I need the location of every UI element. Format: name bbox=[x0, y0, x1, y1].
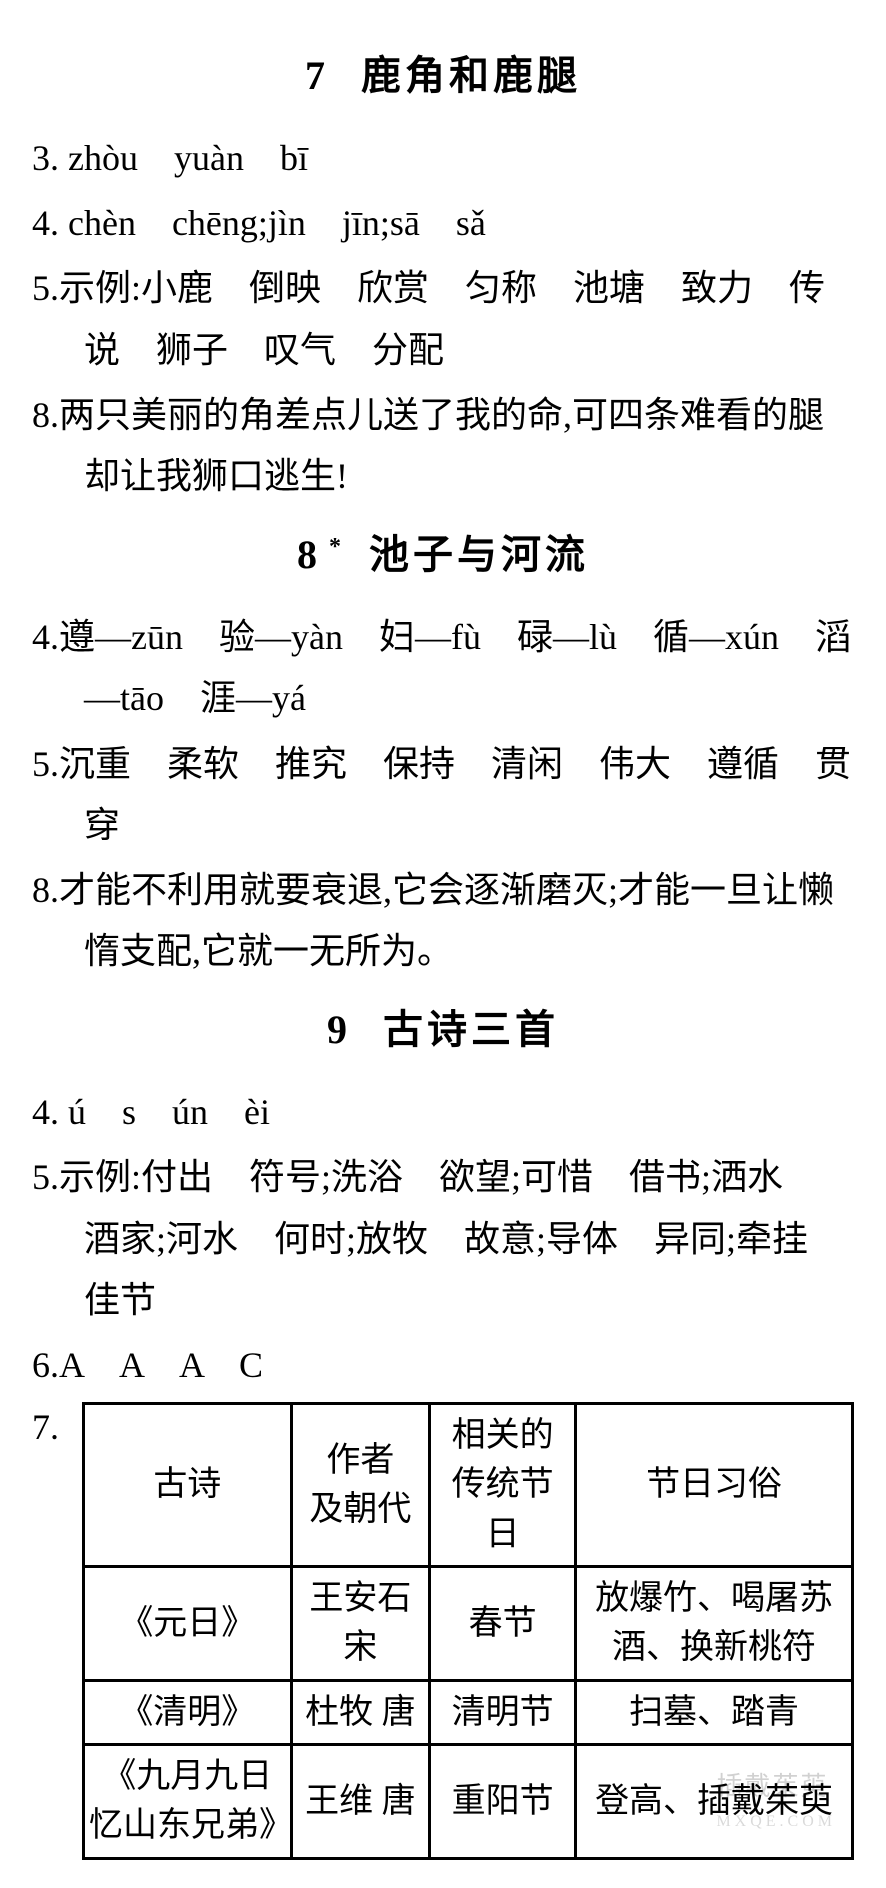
item-7-3: 3. zhòu yuàn bī bbox=[32, 128, 854, 189]
table-row: 《九月九日忆山东兄弟》 王维 唐 重阳节 登高、插戴茱萸 bbox=[84, 1744, 853, 1858]
cell-festival: 重阳节 bbox=[430, 1744, 576, 1858]
item-number: 3. bbox=[32, 138, 59, 178]
item-9-7: 7. 古诗 作者及朝代 相关的传统节日 节日习俗 《元日》 王安石宋 春节 放爆… bbox=[32, 1402, 854, 1859]
item-text: 示例:付出 符号;洗浴 欲望;可惜 借书;洒水 酒家;河水 何时;放牧 故意;导… bbox=[59, 1157, 844, 1319]
section-7-title: 7 鹿角和鹿腿 bbox=[32, 42, 854, 110]
item-8-5: 5.沉重 柔软 推究 保持 清闲 伟大 遵循 贯穿 bbox=[32, 734, 854, 856]
item-9-6: 6.A A A C bbox=[32, 1335, 854, 1396]
col-festival: 相关的传统节日 bbox=[430, 1404, 576, 1567]
cell-author: 杜牧 唐 bbox=[291, 1680, 429, 1744]
item-number: 5. bbox=[32, 1157, 59, 1197]
item-number: 4. bbox=[32, 203, 59, 243]
section-8-title: 8 * 池子与河流 bbox=[32, 521, 854, 589]
section-title-text: 古诗三首 bbox=[383, 1007, 559, 1052]
poem-table: 古诗 作者及朝代 相关的传统节日 节日习俗 《元日》 王安石宋 春节 放爆竹、喝… bbox=[82, 1402, 854, 1859]
item-number: 4. bbox=[32, 617, 59, 657]
section-9-title: 9 古诗三首 bbox=[32, 996, 854, 1064]
cell-custom: 登高、插戴茱萸 bbox=[576, 1744, 853, 1858]
cell-custom: 放爆竹、喝屠苏酒、换新桃符 bbox=[576, 1567, 853, 1681]
item-8-4: 4.遵—zūn 验—yàn 妇—fù 碌—lù 循—xún 滔—tāo 涯—yá bbox=[32, 607, 854, 729]
col-poem: 古诗 bbox=[84, 1404, 292, 1567]
item-text: 遵—zūn 验—yàn 妇—fù 碌—lù 循—xún 滔—tāo 涯—yá bbox=[59, 617, 851, 718]
table-row: 《清明》 杜牧 唐 清明节 扫墓、踏青 bbox=[84, 1680, 853, 1744]
item-7-8: 8.两只美丽的角差点儿送了我的命,可四条难看的腿却让我狮口逃生! bbox=[32, 385, 854, 507]
item-text: 才能不利用就要衰退,它会逐渐磨灭;才能一旦让懒惰支配,它就一无所为。 bbox=[59, 870, 834, 971]
table-row: 《元日》 王安石宋 春节 放爆竹、喝屠苏酒、换新桃符 bbox=[84, 1567, 853, 1681]
item-text: 沉重 柔软 推究 保持 清闲 伟大 遵循 贯穿 bbox=[59, 744, 851, 845]
cell-festival: 春节 bbox=[430, 1567, 576, 1681]
col-author: 作者及朝代 bbox=[291, 1404, 429, 1567]
item-number: 5. bbox=[32, 744, 59, 784]
page: 7 鹿角和鹿腿 3. zhòu yuàn bī 4. chèn chēng;jì… bbox=[32, 42, 854, 1860]
item-text: 示例:小鹿 倒映 欣赏 匀称 池塘 致力 传说 狮子 叹气 分配 bbox=[59, 268, 825, 369]
section-title-text: 鹿角和鹿腿 bbox=[361, 53, 581, 98]
item-number: 7. bbox=[32, 1402, 82, 1449]
cell-poem: 《九月九日忆山东兄弟》 bbox=[84, 1744, 292, 1858]
item-9-4: 4. ú s ún èi bbox=[32, 1082, 854, 1143]
cell-author: 王维 唐 bbox=[291, 1744, 429, 1858]
cell-festival: 清明节 bbox=[430, 1680, 576, 1744]
item-text: 两只美丽的角差点儿送了我的命,可四条难看的腿却让我狮口逃生! bbox=[59, 395, 824, 496]
section-number: 8 bbox=[297, 532, 321, 577]
item-7-4: 4. chèn chēng;jìn jīn;sā sǎ bbox=[32, 193, 854, 254]
item-7-5: 5.示例:小鹿 倒映 欣赏 匀称 池塘 致力 传说 狮子 叹气 分配 bbox=[32, 258, 854, 380]
item-text: chèn chēng;jìn jīn;sā sǎ bbox=[68, 203, 486, 243]
section-number: 7 bbox=[305, 53, 329, 98]
cell-author: 王安石宋 bbox=[291, 1567, 429, 1681]
section-number: 9 bbox=[327, 1007, 351, 1052]
item-number: 4. bbox=[32, 1092, 59, 1132]
item-number: 5. bbox=[32, 268, 59, 308]
section-superscript: * bbox=[329, 534, 345, 560]
item-number: 8. bbox=[32, 395, 59, 435]
item-number: 8. bbox=[32, 870, 59, 910]
item-number: 6. bbox=[32, 1345, 59, 1385]
item-8-8: 8.才能不利用就要衰退,它会逐渐磨灭;才能一旦让懒惰支配,它就一无所为。 bbox=[32, 860, 854, 982]
table-header-row: 古诗 作者及朝代 相关的传统节日 节日习俗 bbox=[84, 1404, 853, 1567]
item-9-5: 5.示例:付出 符号;洗浴 欲望;可惜 借书;洒水 酒家;河水 何时;放牧 故意… bbox=[32, 1147, 854, 1331]
item-text: ú s ún èi bbox=[68, 1092, 270, 1132]
section-title-text: 池子与河流 bbox=[369, 532, 589, 577]
cell-poem: 《元日》 bbox=[84, 1567, 292, 1681]
cell-poem: 《清明》 bbox=[84, 1680, 292, 1744]
cell-custom: 扫墓、踏青 bbox=[576, 1680, 853, 1744]
col-custom: 节日习俗 bbox=[576, 1404, 853, 1567]
item-text: zhòu yuàn bī bbox=[68, 138, 308, 178]
item-text: A A A C bbox=[59, 1345, 263, 1385]
